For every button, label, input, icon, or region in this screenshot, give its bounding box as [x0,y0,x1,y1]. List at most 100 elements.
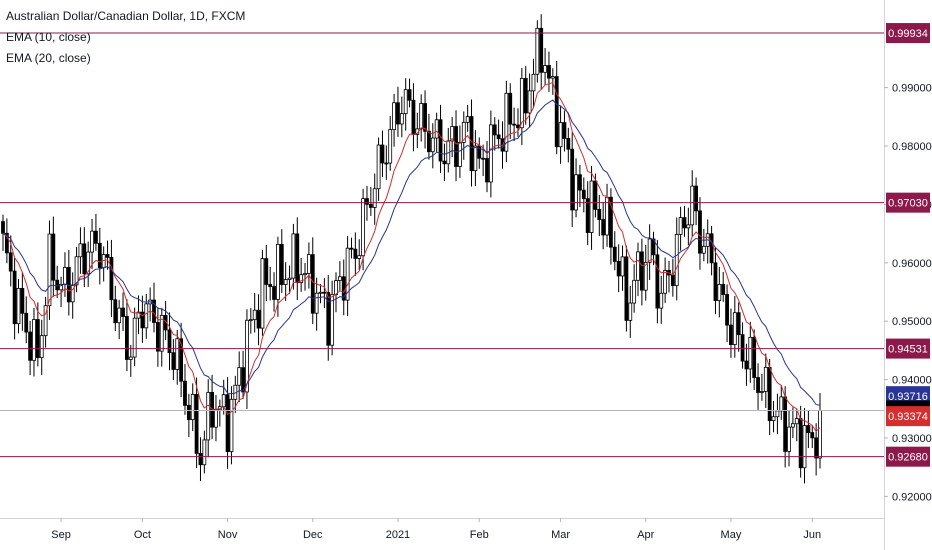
candle-body [763,366,768,392]
candle-body [121,307,125,317]
candle-body [438,119,443,162]
candle-body [252,309,257,321]
candle-body [78,243,83,258]
candle-body [519,78,524,129]
candle-body [32,319,36,361]
candle-body [465,116,470,123]
level-price-label: 0.92680 [888,452,928,464]
candle-body [643,262,648,291]
candle-body [47,233,52,307]
candle-body [353,248,358,259]
candle-body [279,243,284,285]
candle-body [760,391,764,393]
level-price-tag [886,23,930,44]
candle-body [82,243,87,275]
candle-body [427,130,431,153]
candle-body [268,284,273,287]
candle-body [8,252,13,272]
ema20-line [2,99,821,406]
candle-body [276,243,280,300]
candle-body [39,335,44,358]
candle-body [767,366,772,422]
candle-body [206,391,211,441]
candle-body [790,423,795,428]
candle-body [585,198,590,233]
candle-body [550,76,555,79]
candle-body [593,180,598,210]
price-tag-label: 0.93716 [888,391,928,403]
candle-body [682,217,687,229]
candle-body [686,224,691,229]
candle-body [628,302,633,321]
candle-body [74,256,79,286]
candle-body [411,99,416,135]
candle-body [1,221,5,234]
candle-body [678,217,683,235]
candle-body [109,257,114,301]
candle-body [175,338,180,370]
candle-body [690,185,695,226]
candle-body [818,410,822,459]
candle-body [609,196,613,248]
candle-body [713,262,718,301]
candle-body [740,334,745,362]
candle-body [566,138,571,150]
candle-body [221,394,226,408]
candle-body [516,124,520,129]
candle-body [539,27,544,73]
candle-body [248,319,253,322]
candle-body [152,299,156,323]
candle-body [624,256,629,321]
candles [1,14,822,484]
candle-body [620,256,625,277]
candle-body [20,287,25,314]
legend-ema10: EMA (10, close) [6,30,91,44]
candle-body [194,394,199,454]
candle-body [729,324,733,345]
candle-body [70,284,75,303]
candle-body [186,404,191,421]
candle-body [574,174,578,211]
candle-body [190,394,195,421]
level-price-label: 0.99934 [888,28,928,40]
time-tick-label: Feb [470,529,489,541]
candle-body [469,116,474,172]
candle-body [802,425,807,469]
candle-body [384,162,389,165]
candle-body [744,360,749,370]
candle-body [488,124,493,183]
candle-body [283,279,288,285]
candle-body [59,283,63,291]
candle-body [419,103,424,130]
candle-body [63,267,67,285]
price-tag-label: 0.93374 [888,411,928,423]
candle-body [442,160,447,165]
candle-body [581,189,586,200]
candle-body [547,65,551,79]
candle-body [403,89,408,115]
candle-body [295,233,300,283]
candle-body [806,425,811,433]
candle-body [798,418,803,469]
time-tick-label: Sep [51,529,71,541]
candle-body [155,322,160,352]
candle-body [167,329,172,354]
candle-body [597,208,602,220]
candle-body [698,210,702,254]
candle-body [303,273,307,276]
candle-body [810,432,815,439]
candle-body [485,158,489,183]
candle-body [210,391,214,428]
candle-body [380,144,385,164]
candle-body [225,394,230,453]
candle-body [330,294,335,346]
time-tick-label: Dec [303,529,323,541]
candle-body [787,426,791,452]
candle-body [527,90,532,114]
candle-body [306,254,311,274]
candle-body [35,319,40,358]
candle-body [86,251,91,275]
candle-body [287,277,292,280]
candle-body [523,78,528,114]
